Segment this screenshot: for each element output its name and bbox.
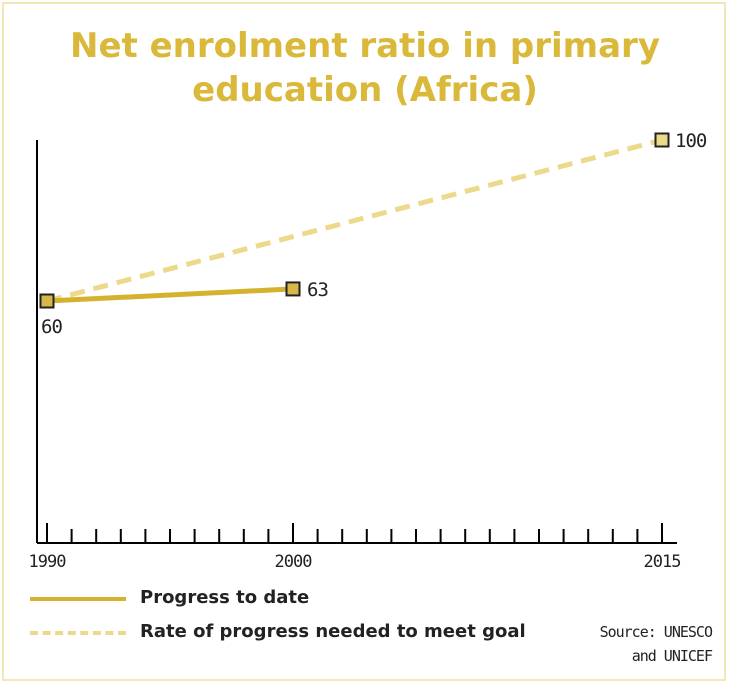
data-label-63: 63 — [307, 279, 328, 301]
data-label-60: 60 — [41, 316, 62, 338]
legend-label-progress: Progress to date — [140, 587, 310, 608]
legend-swatch-solid — [30, 597, 126, 601]
data-label-100: 100 — [675, 130, 707, 152]
x-tick-label: 1990 — [29, 552, 67, 572]
marker-goal-2015 — [654, 132, 670, 148]
chart-title: Net enrolment ratio in primary education… — [69, 26, 660, 110]
series-line-goal — [46, 137, 663, 304]
legend-swatch-dashed — [30, 631, 126, 635]
source-line-1: Source: UNESCO — [599, 623, 713, 641]
source-note: Source: UNESCO and UNICEF — [599, 620, 713, 668]
x-tick-label: 2015 — [644, 552, 681, 572]
series-line-progress — [46, 286, 294, 304]
source-line-2: and UNICEF — [631, 647, 713, 665]
marker-progress-2000 — [285, 281, 301, 297]
marker-progress-1990 — [39, 293, 55, 309]
x-tick-label: 2000 — [275, 552, 313, 572]
legend-label-goal: Rate of progress needed to meet goal — [140, 621, 526, 642]
